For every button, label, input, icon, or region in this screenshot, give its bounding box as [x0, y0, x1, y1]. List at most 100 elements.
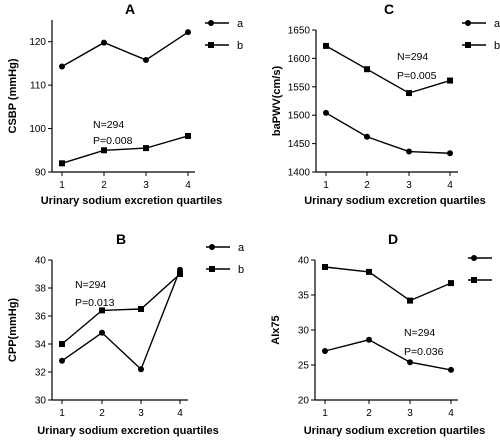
y-tick-label: 1550 [288, 82, 311, 93]
x-tick-label: 3 [143, 180, 149, 191]
data-point-c [407, 297, 413, 304]
x-tick-label: 2 [364, 180, 370, 191]
legend-marker-a [208, 20, 214, 26]
y-tick-label: 34 [35, 340, 47, 351]
x-tick-label: 1 [322, 408, 328, 419]
y-tick-label: 1500 [288, 111, 311, 122]
data-point-a [59, 357, 65, 364]
data-point-b [99, 307, 105, 314]
panel-c: C 1400 1450 1500 1550 1600 1650 1 2 3 4 baPWV(cm/s)… [271, 1, 500, 207]
data-point-b [185, 132, 191, 139]
data-point-b [101, 147, 107, 154]
annotation: P=0.036 [404, 346, 444, 358]
x-tick-label: 2 [366, 408, 372, 419]
y-tick-label: 1650 [288, 26, 311, 37]
y-tick-label: 30 [35, 396, 47, 407]
data-point-a [406, 148, 412, 155]
data-point-b [323, 42, 329, 49]
annotation: N=294 [75, 279, 106, 291]
data-point-c [366, 268, 372, 275]
series-line-b [61, 273, 181, 345]
panel-letter: C [384, 1, 394, 17]
legend-label-b: b [237, 40, 243, 52]
x-tick-label: 1 [59, 180, 65, 191]
y-tick-label: 30 [298, 326, 310, 337]
series-line-a [61, 31, 189, 68]
y-axis-title: AIx75 [270, 315, 282, 344]
panel-a: A 90 100 110 120 1 2 3 4 CSBP (mmHg) Urinary sodiu… [7, 1, 244, 207]
x-axis-title: Urinary sodium excretion quartiles [37, 425, 219, 437]
x-tick-label: 3 [406, 180, 412, 191]
legend-label-a: a [237, 18, 244, 30]
data-point-b [143, 145, 149, 152]
y-tick-label: 1400 [288, 168, 311, 179]
legend-marker-a [209, 244, 215, 250]
y-tick-label: 110 [30, 81, 46, 92]
y-tick-label: 35 [298, 291, 310, 302]
x-tick-label: 4 [185, 180, 191, 191]
series-line-b [61, 135, 189, 164]
data-point-a [447, 150, 453, 157]
series-line-b [325, 45, 451, 94]
annotation: P=0.005 [397, 70, 437, 82]
panel-letter: B [116, 231, 126, 247]
y-tick-label: 1450 [288, 139, 311, 150]
legend-marker-b [465, 42, 471, 48]
y-tick-label: 40 [35, 256, 47, 267]
legend-marker-c [471, 277, 477, 283]
y-tick-label: 38 [35, 284, 47, 295]
x-tick-label: 4 [448, 408, 454, 419]
data-point-b [447, 77, 453, 84]
data-point-b [59, 160, 65, 167]
legend-label-a: a [238, 242, 245, 254]
data-point-a [59, 63, 65, 70]
data-point-a [138, 366, 144, 373]
y-axis-title: CPP(mmHg) [7, 298, 19, 363]
x-tick-label: 1 [323, 180, 329, 191]
x-tick-label: 2 [101, 180, 107, 191]
data-point-a [101, 39, 107, 46]
annotation: N=294 [404, 327, 435, 339]
x-tick-label: 3 [138, 408, 144, 419]
panel-d: D 20 25 30 35 40 1 2 3 4 AIx75 Urinary sodium excre… [270, 231, 492, 437]
legend-label-b: b [238, 264, 244, 276]
data-point-a [366, 336, 372, 343]
data-point-b [138, 306, 144, 312]
data-point-a [185, 29, 191, 36]
series-line-a [61, 269, 181, 371]
y-tick-label: 40 [298, 256, 310, 267]
data-point-b [406, 90, 412, 97]
x-axis-title: Urinary sodium excretion quartiles [304, 425, 486, 437]
annotation: N=294 [397, 51, 428, 63]
x-tick-label: 2 [99, 408, 105, 419]
legend-marker-a [465, 20, 471, 26]
series-line-c [324, 266, 452, 302]
x-tick-label: 4 [177, 408, 183, 419]
data-point-a [407, 359, 413, 366]
y-axis-title: CSBP (mmHg) [7, 58, 19, 133]
data-point-a [99, 329, 105, 336]
panel-letter: A [125, 1, 135, 17]
y-tick-label: 20 [298, 396, 310, 407]
legend-label-b: b [494, 40, 500, 52]
legend-marker-b [209, 266, 215, 272]
annotation: N=294 [93, 119, 124, 131]
data-point-c [448, 280, 454, 287]
y-tick-label: 1600 [288, 54, 311, 65]
panel-letter: D [388, 231, 398, 247]
annotation: P=0.013 [75, 297, 115, 309]
legend-marker-a [471, 255, 477, 261]
x-axis-title: Urinary sodium excretion quartiles [304, 195, 486, 207]
data-point-b [59, 341, 65, 347]
y-tick-label: 32 [35, 368, 47, 379]
x-tick-label: 1 [59, 408, 65, 419]
x-tick-label: 4 [447, 180, 453, 191]
series-line-a [324, 339, 452, 371]
data-point-a [322, 348, 328, 354]
legend-label-a: a [494, 18, 500, 30]
data-point-a [323, 109, 329, 116]
x-axis-title: Urinary sodium excretion quartiles [41, 195, 223, 207]
data-point-a [448, 366, 454, 373]
y-tick-label: 25 [298, 361, 310, 372]
